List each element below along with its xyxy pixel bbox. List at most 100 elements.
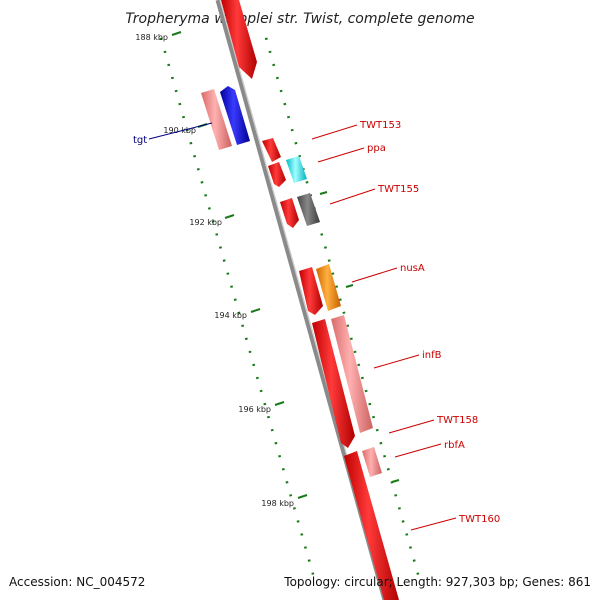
scale-dot — [185, 128, 189, 132]
scale-dot — [319, 191, 328, 195]
kbp-tick — [250, 308, 261, 313]
scale-dot — [196, 167, 200, 171]
scale-dot — [259, 389, 263, 393]
scale-dot — [349, 337, 353, 341]
leader-line — [311, 124, 358, 140]
scale-dot — [296, 520, 300, 523]
gene-feature — [280, 198, 299, 228]
gene-label-rbfa: rbfA — [444, 440, 465, 451]
scale-dot — [408, 546, 412, 549]
kbp-tick — [224, 214, 235, 219]
gene-feature — [221, 0, 257, 79]
scale-dot — [170, 76, 174, 80]
leader-line — [329, 188, 376, 205]
gene-feature — [268, 162, 286, 187]
scale-dot — [289, 494, 293, 497]
leader-line — [148, 122, 213, 140]
scale-dot — [255, 376, 259, 380]
scale-dot — [391, 479, 400, 483]
gene-feature — [262, 138, 281, 162]
kbp-label: 198 kbp — [261, 499, 294, 508]
scale-dot — [405, 533, 409, 536]
scale-dot — [401, 520, 405, 523]
gene-label-twt160: TWT160 — [458, 514, 500, 525]
gene-label-twt155: TWT155 — [377, 184, 419, 195]
gene-feature — [299, 267, 323, 315]
scale-dot — [283, 102, 287, 106]
gene-label-twt158: TWT158 — [436, 415, 478, 426]
scale-dot — [292, 507, 296, 510]
scale-dot — [159, 37, 163, 41]
scale-dot — [416, 572, 420, 575]
accession-text: Accession: NC_004572 — [9, 575, 145, 589]
scale-dot — [174, 89, 178, 93]
scale-dot — [178, 102, 182, 106]
scale-dot — [331, 272, 335, 275]
kbp-tick — [274, 401, 285, 406]
scale-dot — [278, 454, 282, 458]
scale-dot — [264, 37, 268, 41]
scale-dot — [300, 533, 304, 536]
scale-dot — [386, 467, 390, 471]
kbp-label: 192 kbp — [189, 218, 222, 227]
gene-feature — [344, 451, 399, 600]
gene-infb — [331, 315, 373, 433]
summary-text: Topology: circular; Length: 927,303 bp; … — [283, 575, 591, 589]
gene-label-nusa: nusA — [400, 263, 425, 274]
scale-dot — [268, 50, 272, 54]
scale-dot — [281, 467, 285, 471]
gene-feature — [312, 319, 355, 448]
scale-dot — [307, 559, 311, 562]
leader-line — [373, 354, 420, 369]
scale-dot — [287, 115, 290, 119]
scale-dot — [207, 207, 211, 210]
scale-dot — [383, 454, 387, 458]
scale-dot — [342, 311, 346, 315]
scale-dot — [270, 428, 274, 432]
kbp-tick — [297, 494, 308, 499]
kbp-ticks: 188 kbp 190 kbp 192 kbp 194 kbp 196 kbp … — [135, 31, 308, 508]
scale-dot — [230, 285, 234, 288]
scale-dot — [345, 284, 354, 288]
scale-dot — [222, 259, 226, 262]
scale-dot — [338, 298, 342, 301]
scale-dot — [327, 259, 331, 262]
gene-rbfa — [362, 447, 382, 477]
scale-dot — [364, 389, 368, 393]
scale-dot — [182, 115, 185, 119]
scale-dot — [320, 233, 324, 236]
scale-dot — [285, 481, 289, 484]
kbp-tick — [171, 31, 182, 36]
kbp-label: 188 kbp — [135, 33, 168, 42]
scale-dot — [248, 350, 252, 354]
scale-dot — [218, 246, 222, 249]
scale-dot — [189, 141, 193, 145]
scale-dot — [372, 415, 375, 419]
scale-dot — [274, 441, 278, 445]
gene-label-ppa: ppa — [367, 143, 386, 154]
scale-dot — [294, 141, 298, 145]
scale-dot — [323, 246, 327, 249]
scale-dot — [305, 181, 309, 184]
gene-feature — [201, 89, 232, 150]
scale-dot — [303, 546, 307, 549]
gene-feature — [297, 193, 320, 226]
scale-dot — [200, 181, 204, 184]
scale-dot — [233, 298, 237, 301]
scale-dot — [226, 272, 230, 275]
scale-dot — [267, 415, 270, 419]
scale-dot — [311, 572, 315, 575]
kbp-label: 194 kbp — [214, 311, 247, 320]
gene-labels: tgt TWT153 ppa TWT155 nusA infB TWT158 r… — [133, 120, 500, 525]
scale-dot — [375, 428, 379, 432]
gene-trna-tgt — [220, 86, 250, 145]
scale-dot — [252, 363, 256, 367]
scale-dot — [357, 363, 361, 367]
scale-dot — [272, 63, 276, 67]
scale-dot — [379, 441, 383, 445]
gene-ppa — [286, 156, 307, 183]
gene-label-twt153: TWT153 — [359, 120, 401, 131]
scale-dot — [163, 50, 167, 54]
scale-dots — [159, 37, 420, 575]
scale-dot — [335, 285, 339, 288]
